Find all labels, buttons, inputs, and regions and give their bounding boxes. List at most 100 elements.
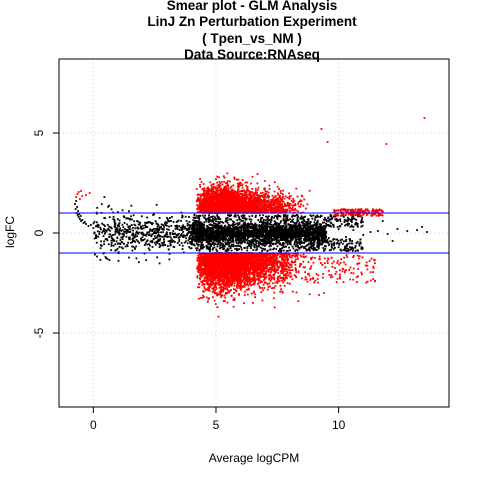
point-not-significant <box>267 234 269 237</box>
point-significant <box>247 198 250 200</box>
point-not-significant <box>208 232 211 235</box>
point-significant <box>244 206 247 209</box>
point-significant <box>238 201 241 203</box>
point-significant <box>236 206 239 209</box>
point-not-significant <box>233 228 236 231</box>
point-not-significant <box>281 227 284 230</box>
point-significant <box>266 190 268 193</box>
point-significant <box>263 203 265 206</box>
point-not-significant <box>296 238 299 241</box>
point-significant <box>256 203 259 206</box>
point-significant <box>219 198 222 201</box>
point-significant <box>292 197 295 200</box>
point-not-significant <box>237 233 240 236</box>
point-not-significant <box>278 225 281 227</box>
point-not-significant <box>269 223 271 226</box>
point-not-significant <box>286 237 289 240</box>
point-not-significant <box>199 232 202 235</box>
point-not-significant <box>257 234 260 236</box>
point-not-significant <box>284 223 287 226</box>
point-not-significant <box>231 220 234 223</box>
point-not-significant <box>321 236 324 239</box>
point-significant <box>223 176 226 179</box>
point-not-significant <box>279 232 282 235</box>
point-not-significant <box>275 234 278 236</box>
point-significant <box>234 200 237 203</box>
point-not-significant <box>244 229 247 232</box>
point-not-significant <box>246 234 249 237</box>
point-significant <box>271 200 274 202</box>
point-not-significant <box>269 221 272 223</box>
point-not-significant <box>318 228 321 231</box>
point-not-significant <box>256 224 258 227</box>
point-not-significant <box>207 230 209 233</box>
point-significant <box>280 198 283 201</box>
point-significant <box>200 203 203 206</box>
point-significant <box>282 195 284 198</box>
point-not-significant <box>227 227 230 230</box>
point-not-significant <box>230 240 233 243</box>
point-not-significant <box>263 227 265 230</box>
point-not-significant <box>273 228 276 231</box>
title-line-3: ( Tpen_vs_NM ) <box>202 31 302 46</box>
point-not-significant <box>320 233 323 236</box>
point-not-significant <box>264 229 267 232</box>
point-not-significant <box>245 231 248 234</box>
point-significant <box>213 192 215 195</box>
point-significant <box>197 211 200 214</box>
point-significant <box>257 196 259 198</box>
point-significant <box>245 205 248 208</box>
point-not-significant <box>231 237 234 239</box>
point-not-significant <box>236 235 239 238</box>
point-significant <box>290 199 293 202</box>
point-not-significant <box>222 235 225 238</box>
point-not-significant <box>216 229 219 232</box>
point-not-significant <box>216 234 219 237</box>
point-not-significant <box>214 233 217 236</box>
point-not-significant <box>256 237 259 240</box>
point-not-significant <box>315 237 317 240</box>
point-not-significant <box>232 223 234 225</box>
point-not-significant <box>267 231 269 234</box>
point-significant <box>200 193 202 196</box>
point-significant <box>268 205 271 208</box>
point-not-significant <box>206 235 208 238</box>
point-not-significant <box>233 233 236 236</box>
point-not-significant <box>192 229 195 232</box>
point-not-significant <box>268 236 270 239</box>
point-not-significant <box>193 232 196 235</box>
point-not-significant <box>251 231 254 234</box>
point-not-significant <box>236 227 239 230</box>
point-not-significant <box>206 234 209 236</box>
point-not-significant <box>206 228 208 231</box>
point-not-significant <box>298 230 300 233</box>
point-not-significant <box>249 232 252 234</box>
point-significant <box>199 203 201 206</box>
point-significant <box>277 193 280 196</box>
point-significant <box>262 194 265 196</box>
point-significant <box>203 197 206 199</box>
point-not-significant <box>279 233 282 236</box>
point-significant <box>298 200 301 203</box>
point-not-significant <box>269 233 271 236</box>
point-not-significant <box>220 227 223 230</box>
point-not-significant <box>308 227 311 230</box>
point-not-significant <box>195 235 198 238</box>
point-not-significant <box>209 235 212 238</box>
point-not-significant <box>305 234 308 237</box>
point-not-significant <box>226 231 229 234</box>
point-not-significant <box>202 236 204 239</box>
point-not-significant <box>317 228 320 231</box>
point-not-significant <box>223 236 226 239</box>
point-significant <box>246 195 249 198</box>
point-not-significant <box>269 230 272 233</box>
point-not-significant <box>254 234 257 237</box>
point-not-significant <box>233 235 236 238</box>
point-not-significant <box>297 236 300 239</box>
point-not-significant <box>213 224 216 227</box>
point-not-significant <box>262 231 265 233</box>
point-significant <box>206 210 209 213</box>
point-not-significant <box>208 231 211 233</box>
point-not-significant <box>199 235 202 238</box>
point-significant <box>273 207 275 210</box>
